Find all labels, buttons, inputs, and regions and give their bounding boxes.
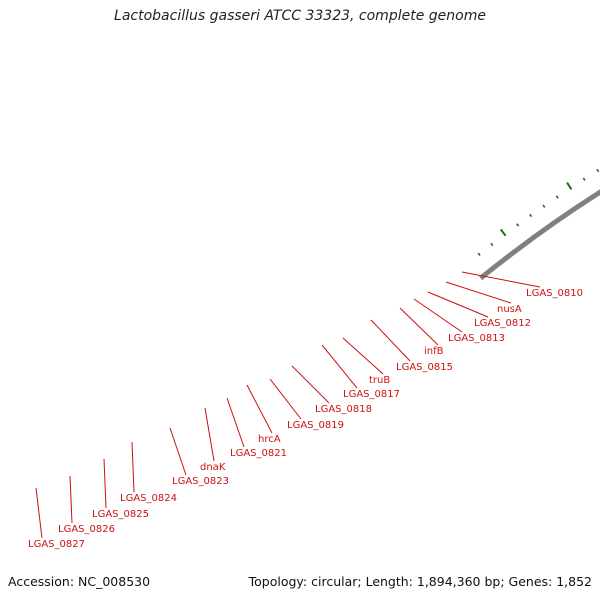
gene-label-2: LGAS_0812 xyxy=(474,318,531,329)
genome-summary-text: Topology: circular; Length: 1,894,360 bp… xyxy=(248,574,592,589)
scale-tick xyxy=(566,182,573,190)
leader-line xyxy=(461,271,541,288)
leader-line xyxy=(445,281,512,304)
gene-label-1: nusA xyxy=(497,304,522,315)
leader-line xyxy=(370,319,411,362)
scale-tick xyxy=(542,204,546,208)
gene-label-15: LGAS_0825 xyxy=(92,509,149,520)
leader-line xyxy=(131,441,135,493)
gene-label-6: truB xyxy=(369,375,390,386)
leader-line xyxy=(427,291,489,318)
gene-label-13: LGAS_0823 xyxy=(172,476,229,487)
accession-text: Accession: NC_008530 xyxy=(8,574,151,589)
leader-line xyxy=(269,378,302,420)
leader-line xyxy=(291,365,330,404)
scale-tick xyxy=(477,252,481,257)
leader-line xyxy=(169,427,187,476)
scale-tick xyxy=(516,223,520,227)
gene-label-14: LGAS_0824 xyxy=(120,493,177,504)
gene-label-11: LGAS_0821 xyxy=(230,448,287,459)
scale-tick xyxy=(555,195,559,199)
gene-label-12: dnaK xyxy=(200,462,226,473)
leader-line xyxy=(69,475,73,524)
scale-tick xyxy=(596,168,600,173)
gene-label-5: LGAS_0815 xyxy=(396,362,453,373)
gene-label-8: LGAS_0818 xyxy=(315,404,372,415)
gene-label-3: LGAS_0813 xyxy=(448,333,505,344)
scale-tick xyxy=(490,242,494,247)
gene-label-7: LGAS_0817 xyxy=(343,389,400,400)
leader-line xyxy=(103,458,107,509)
leader-line xyxy=(321,344,358,389)
gene-label-9: LGAS_0819 xyxy=(287,420,344,431)
scale-tick xyxy=(529,213,533,218)
gene-label-16: LGAS_0826 xyxy=(58,524,115,535)
leader-line xyxy=(35,487,43,539)
leader-line xyxy=(342,337,384,375)
gene-label-0: LGAS_0810 xyxy=(526,288,583,299)
leader-line xyxy=(413,298,463,333)
leader-line xyxy=(399,307,439,346)
scale-tick xyxy=(582,177,586,181)
gene-label-17: LGAS_0827 xyxy=(28,539,85,550)
leader-line xyxy=(204,407,215,462)
leader-line xyxy=(226,397,245,448)
scale-tick xyxy=(499,228,507,237)
leader-line xyxy=(246,384,273,434)
gene-label-4: infB xyxy=(424,346,444,357)
genome-backbone-arc xyxy=(479,189,600,281)
genome-title: Lactobacillus gasseri ATCC 33323, comple… xyxy=(114,8,486,24)
gene-label-10: hrcA xyxy=(258,434,281,445)
